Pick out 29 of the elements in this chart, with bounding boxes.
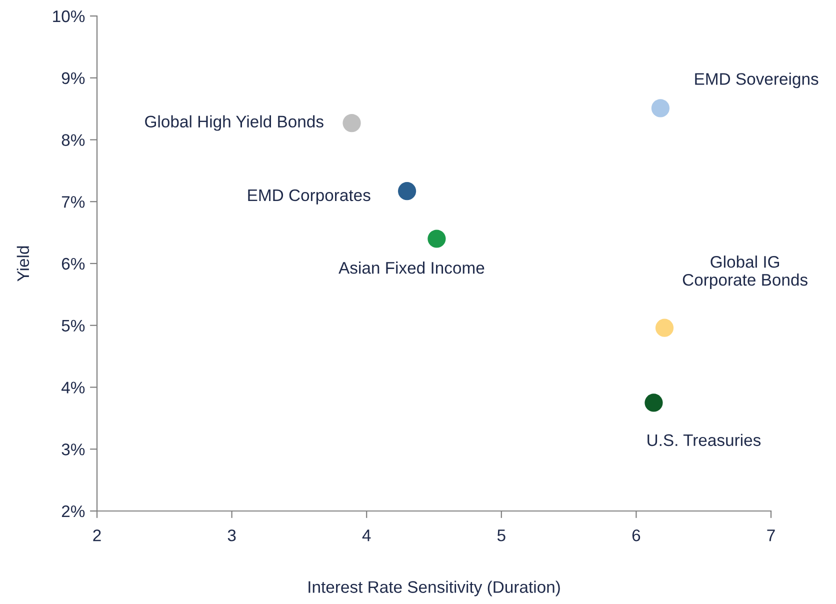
x-tick-label: 3 — [228, 529, 236, 542]
y-tick-label: 5% — [62, 320, 85, 332]
x-tick-label: 2 — [93, 529, 101, 542]
x-tick-label: 4 — [362, 530, 371, 542]
point — [651, 99, 670, 118]
y-tick-label: 9% — [62, 72, 85, 84]
y-tick-label: 2% — [62, 505, 85, 518]
point — [644, 394, 663, 412]
x-axis-title: Interest Rate Sensitivity (Duration) — [308, 580, 560, 596]
annotation: EMD Sovereigns — [695, 72, 818, 88]
annotation: Global High Yield Bonds — [145, 115, 324, 131]
y-tick-label: 10% — [53, 10, 85, 22]
x-tick-label: 7 — [767, 530, 775, 542]
y-tick-label: 8% — [62, 134, 85, 146]
annotation: EMD Corporates — [248, 189, 370, 204]
y-tick-label: 3% — [62, 444, 85, 456]
point — [428, 230, 446, 248]
x-tick-label: 5 — [497, 530, 506, 542]
annotation: Global IG Corporate Bonds — [682, 256, 808, 290]
point — [342, 114, 361, 132]
y-axis-title: Yield — [16, 246, 30, 282]
y-tick-label: 6% — [62, 258, 85, 270]
y-tick-label: 7% — [62, 196, 85, 208]
x-tick-label: 6 — [632, 529, 640, 542]
y-tick-label: 4% — [61, 382, 85, 394]
annotation: U.S. Treasuries — [648, 434, 761, 446]
annotation: Asian Fixed Income — [338, 262, 484, 274]
point — [398, 182, 416, 200]
point — [655, 318, 674, 337]
